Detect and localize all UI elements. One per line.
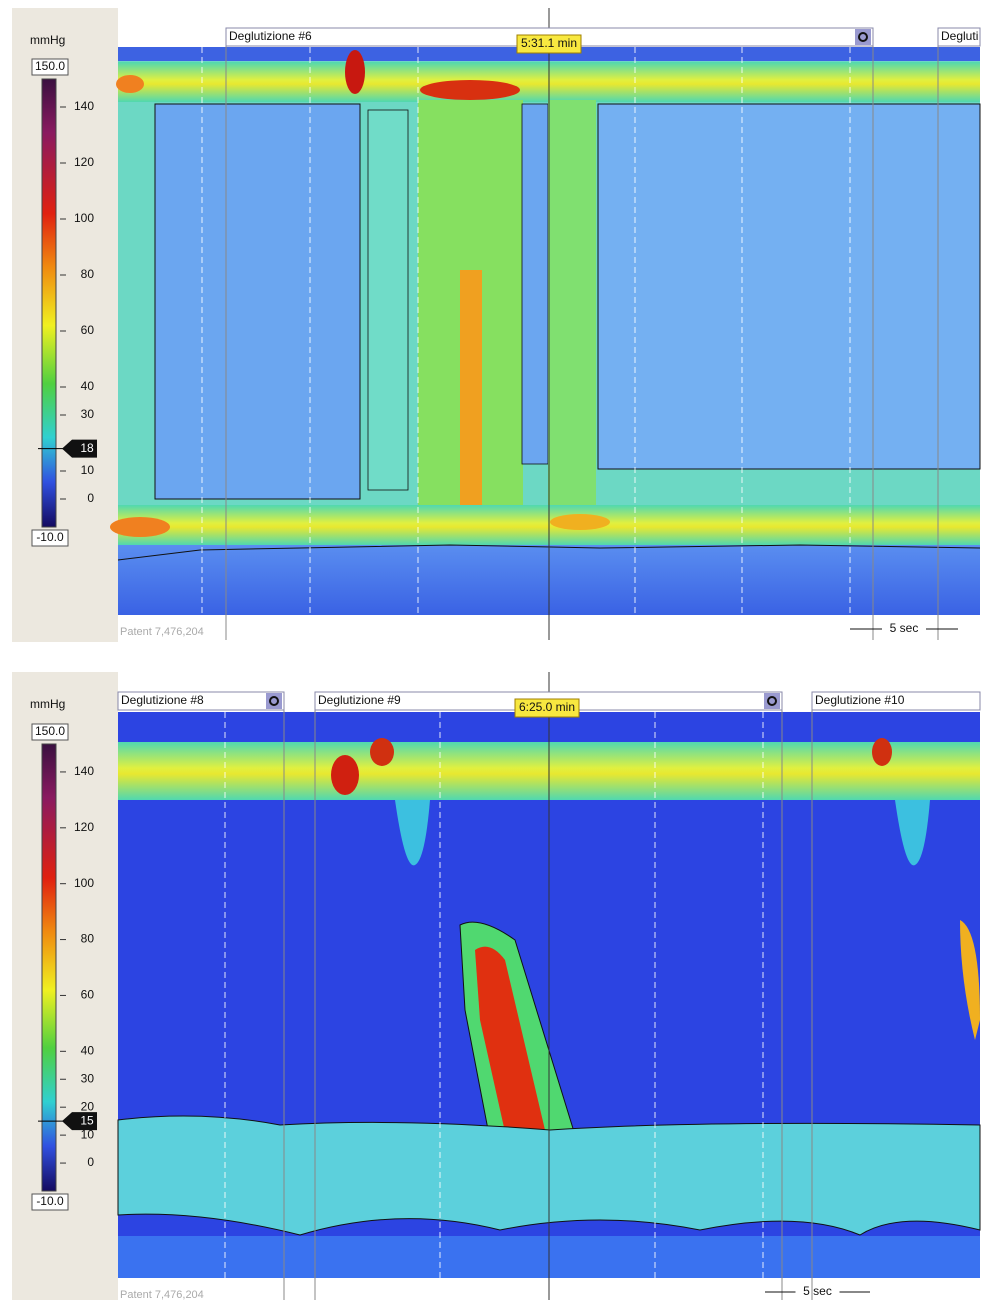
pressure-map [12, 672, 981, 1300]
tick-label: 120 [74, 155, 94, 169]
swallow-label: Deglutizione #9 [318, 693, 401, 707]
tick-label: 60 [81, 988, 95, 1002]
scale-max: 150.0 [35, 59, 65, 73]
scale-box [31, 58, 69, 76]
swallow-box [117, 691, 285, 711]
pressure-map [12, 8, 981, 642]
patent: Patent 7,476,204 [120, 1289, 204, 1300]
scale-box [31, 1193, 69, 1211]
swallow-icon[interactable] [855, 29, 871, 45]
scale-bar-label: 5 sec [890, 621, 919, 635]
swallow-label: Deglutizione #10 [815, 693, 905, 707]
swallow-icon[interactable] [266, 693, 282, 709]
tick-label: 0 [87, 491, 94, 505]
tick-label: 30 [81, 407, 95, 421]
swallow-icon-ring [858, 32, 868, 42]
tick-label: 80 [81, 267, 95, 281]
swallow-icon-ring [767, 696, 777, 706]
swallow-box [811, 691, 981, 711]
swallow-label: Deglutizione #6 [229, 29, 312, 43]
marker-value: 15 [80, 1113, 94, 1127]
scale-min: -10.0 [36, 530, 64, 544]
tick-label: 10 [81, 1127, 95, 1141]
time-label: 5:31.1 min [521, 36, 577, 50]
tick-label: 80 [81, 932, 95, 946]
scale-bar-label: 5 sec [803, 1284, 832, 1298]
patent: Patent 7,476,204 [120, 626, 204, 638]
tick-label: 60 [81, 323, 95, 337]
unit-label: mmHg [30, 33, 65, 47]
swallow-icon[interactable] [764, 693, 780, 709]
tick-label: 100 [74, 211, 94, 225]
color-bar [41, 743, 57, 1192]
tick-label: 0 [87, 1155, 94, 1169]
tick-label: 10 [81, 463, 95, 477]
unit-label: mmHg [30, 697, 65, 711]
tick-label: 30 [81, 1071, 95, 1085]
tick-label: 40 [81, 1043, 95, 1057]
marker-value: 18 [80, 441, 94, 455]
tick-label: 100 [74, 876, 94, 890]
swallow-label: Deglutizione #8 [121, 693, 204, 707]
scale-box [31, 723, 69, 741]
swallow-box [937, 27, 981, 47]
tick-label: 120 [74, 820, 94, 834]
tick-label: 20 [81, 1099, 95, 1113]
scale-box [31, 529, 69, 547]
tick-label: 140 [74, 764, 94, 778]
time-label: 6:25.0 min [519, 700, 575, 714]
scale-min: -10.0 [36, 1194, 64, 1208]
tick-label: 140 [74, 99, 94, 113]
color-bar [41, 78, 57, 528]
swallow-icon-ring [269, 696, 279, 706]
swallow-label: Degluti [941, 29, 978, 43]
time-box [514, 698, 580, 718]
scale-max: 150.0 [35, 724, 65, 738]
tick-label: 40 [81, 379, 95, 393]
marker [62, 439, 97, 458]
time-box [516, 34, 582, 54]
marker [62, 1112, 97, 1131]
